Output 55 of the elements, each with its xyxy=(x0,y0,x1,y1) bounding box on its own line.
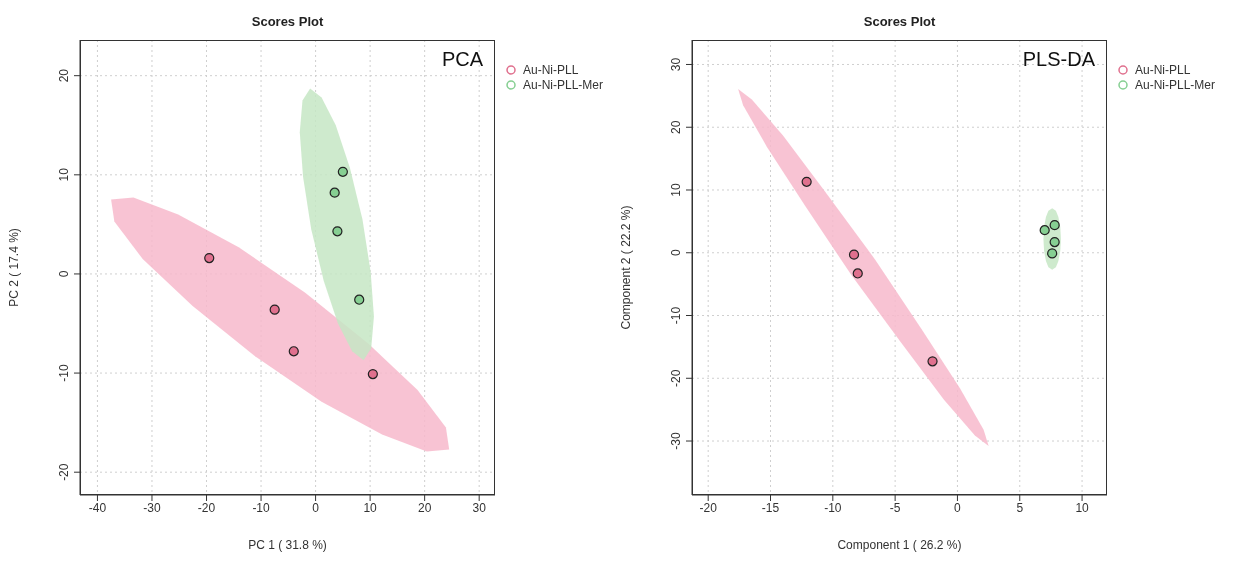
x-tick-label: 0 xyxy=(312,500,320,515)
chart-title: Scores Plot xyxy=(862,14,937,29)
y-tick-label: 20 xyxy=(669,120,683,134)
x-tick-label: -10 xyxy=(252,500,271,515)
point xyxy=(1047,248,1058,259)
y-tick-label: 20 xyxy=(57,68,71,83)
y-axis-title: Component 2 ( 22.2 %) xyxy=(619,205,634,330)
chart-title: Scores Plot xyxy=(250,14,325,29)
legend-label: Au-Ni-PLL-Mer xyxy=(1135,77,1216,92)
legend-label: Au-Ni-PLL xyxy=(1135,62,1191,77)
y-tick-label: -20 xyxy=(57,463,71,481)
point xyxy=(354,294,365,305)
point xyxy=(329,187,340,198)
y-tick-label: -30 xyxy=(669,432,683,450)
legend-label: Au-Ni-PLL xyxy=(523,62,579,77)
y-tick-label: 10 xyxy=(669,183,683,197)
x-tick-label: -10 xyxy=(824,500,842,515)
point xyxy=(367,368,378,380)
annotation: PLS-DA xyxy=(1022,48,1095,71)
point xyxy=(337,166,348,177)
point xyxy=(1039,225,1050,236)
legend-label: Au-Ni-PLL-Mer xyxy=(523,77,604,92)
x-tick-label: -15 xyxy=(761,500,780,515)
point xyxy=(1049,220,1060,231)
x-tick-label: -30 xyxy=(143,500,161,515)
point xyxy=(269,304,280,315)
point xyxy=(204,252,215,264)
point xyxy=(927,356,938,367)
point xyxy=(288,346,299,357)
y-tick-label: -20 xyxy=(669,369,683,387)
point xyxy=(848,249,860,260)
x-tick-label: -20 xyxy=(197,500,216,515)
x-tick-label: 5 xyxy=(1016,500,1024,515)
point xyxy=(801,176,812,187)
annotation: PCA xyxy=(441,48,483,71)
y-tick-label: -10 xyxy=(669,306,683,325)
x-tick-label: 20 xyxy=(417,500,432,515)
y-tick-label: 10 xyxy=(57,167,71,182)
y-tick-label: -10 xyxy=(57,364,71,382)
x-tick-label: 10 xyxy=(1075,500,1090,515)
y-tick-label: 30 xyxy=(669,57,683,72)
point xyxy=(852,268,863,279)
y-tick-label: 0 xyxy=(669,249,683,257)
point xyxy=(1049,236,1060,248)
x-axis-title: Component 1 ( 26.2 %) xyxy=(837,538,962,552)
x-tick-label: 0 xyxy=(954,500,962,515)
x-tick-label: 10 xyxy=(363,500,378,515)
x-tick-label: -20 xyxy=(699,500,718,515)
x-tick-label: -40 xyxy=(88,500,107,515)
x-axis-title: PC 1 ( 31.8 %) xyxy=(248,538,327,552)
y-tick-label: 0 xyxy=(57,270,71,278)
point xyxy=(332,226,343,237)
x-tick-label: -5 xyxy=(889,500,901,515)
x-tick-label: 30 xyxy=(472,500,487,515)
y-axis-title: PC 2 ( 17.4 %) xyxy=(7,228,22,307)
